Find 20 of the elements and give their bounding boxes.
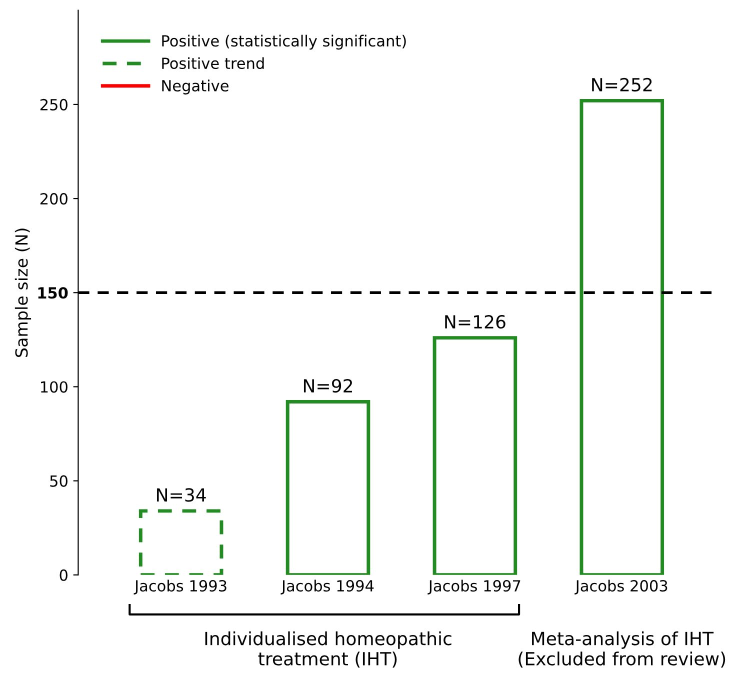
y-tick-label: 100	[41, 381, 68, 393]
legend-label: Positive (statistically significant)	[162, 34, 406, 50]
y-tick-label: 0	[60, 569, 68, 581]
x-tick-label: Jacobs 2003	[574, 580, 668, 594]
text: Individualised homeopathic treatment (IHT)	[205, 631, 452, 668]
text: Meta-analysis of IHT (Excluded from review)	[518, 631, 726, 668]
data-label: N=92	[304, 378, 352, 393]
data-label: N=252	[592, 78, 652, 92]
legend-label: Negative	[162, 80, 228, 94]
data-label: N=34	[157, 488, 206, 502]
x-tick-label: Jacobs 1993	[134, 580, 226, 594]
x-tick-label: Jacobs 1994	[280, 580, 374, 594]
y-tick-label: 250	[40, 98, 68, 110]
y-tick-label: 50	[50, 475, 68, 487]
data-label: N=126	[445, 315, 506, 329]
y-tick-label: 200	[40, 193, 68, 205]
x-tick-label: Jacobs 1997	[428, 580, 520, 594]
y-axis-title: Sample size (N)	[14, 228, 32, 357]
legend-label: Positive trend	[162, 57, 264, 70]
y-tick-label: 150	[38, 287, 68, 299]
